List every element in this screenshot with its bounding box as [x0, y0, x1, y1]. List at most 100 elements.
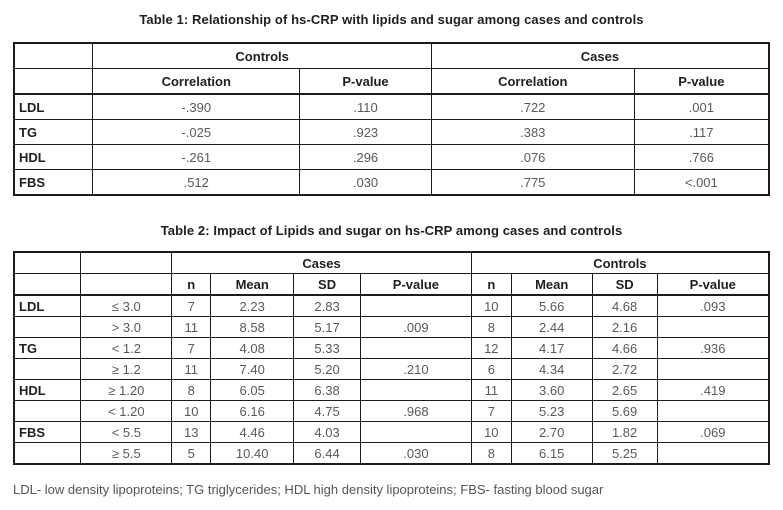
value-cell: 10: [171, 400, 212, 422]
table1-head: Controls Cases Correlation P-value Corre…: [13, 42, 770, 95]
table1-group-cases: Cases: [430, 42, 770, 69]
value-cell: .030: [360, 442, 472, 465]
value-cell: 6.05: [210, 379, 295, 401]
value-cell: 7: [171, 337, 212, 359]
value-cell: 5.66: [510, 294, 593, 317]
value-cell: 10: [470, 421, 512, 443]
table1: Controls Cases Correlation P-value Corre…: [13, 42, 770, 196]
table2-corner-cell: [80, 273, 173, 296]
value-cell: 4.17: [510, 337, 593, 359]
table1-subheader-cases-pvalue: P-value: [633, 68, 770, 95]
table-row: FBS < 5.5 13 4.46 4.03 10 2.70 1.82 .069: [13, 421, 770, 443]
value-cell: .923: [299, 119, 432, 145]
value-cell: 5.17: [293, 316, 362, 338]
value-cell: 10.40: [210, 442, 295, 465]
table2-group-controls: Controls: [470, 251, 770, 274]
value-cell: .775: [430, 169, 635, 196]
value-cell: 8: [470, 442, 512, 465]
value-cell: 2.65: [591, 379, 658, 401]
value-cell: [656, 400, 770, 422]
table2-subheader-cases-n: n: [171, 273, 212, 296]
value-cell: [360, 421, 472, 443]
value-cell: 6.15: [510, 442, 593, 465]
value-cell: .512: [92, 169, 301, 196]
value-cell: 2.23: [210, 294, 295, 317]
table1-title: Table 1: Relationship of hs-CRP with lip…: [139, 12, 644, 27]
table-row: LDL -.390 .110 .722 .001: [13, 93, 770, 120]
range-cell: ≥ 1.20: [80, 379, 173, 401]
table2-subheader-controls-pvalue: P-value: [656, 273, 770, 296]
table2-group-cases: Cases: [171, 251, 472, 274]
value-cell: .076: [430, 144, 635, 170]
value-cell: 3.60: [510, 379, 593, 401]
row-label: [13, 442, 82, 465]
value-cell: .766: [633, 144, 770, 170]
table1-corner-cell: [13, 42, 94, 69]
table2: Cases Controls n Mean SD P-value n Mean …: [13, 251, 770, 465]
table-row: HDL -.261 .296 .076 .766: [13, 144, 770, 170]
value-cell: 8: [470, 316, 512, 338]
value-cell: [656, 442, 770, 465]
value-cell: .069: [656, 421, 770, 443]
value-cell: .030: [299, 169, 432, 196]
value-cell: 2.70: [510, 421, 593, 443]
table-row: LDL ≤ 3.0 7 2.23 2.83 10 5.66 4.68 .093: [13, 294, 770, 317]
row-label: HDL: [13, 144, 94, 170]
table2-subheader-controls-sd: SD: [591, 273, 658, 296]
table2-subheader-cases-sd: SD: [293, 273, 362, 296]
value-cell: .419: [656, 379, 770, 401]
value-cell: .001: [633, 93, 770, 120]
range-cell: > 3.0: [80, 316, 173, 338]
row-label: FBS: [13, 169, 94, 196]
value-cell: 4.08: [210, 337, 295, 359]
value-cell: 2.44: [510, 316, 593, 338]
row-label: TG: [13, 119, 94, 145]
table-row: HDL ≥ 1.20 8 6.05 6.38 11 3.60 2.65 .419: [13, 379, 770, 401]
value-cell: 4.75: [293, 400, 362, 422]
row-label: [13, 358, 82, 380]
value-cell: .383: [430, 119, 635, 145]
value-cell: 7: [470, 400, 512, 422]
value-cell: 2.83: [293, 294, 362, 317]
value-cell: .968: [360, 400, 472, 422]
value-cell: 4.68: [591, 294, 658, 317]
value-cell: 6: [470, 358, 512, 380]
row-label: LDL: [13, 294, 82, 317]
range-cell: ≥ 1.2: [80, 358, 173, 380]
value-cell: 11: [171, 358, 212, 380]
value-cell: 5.23: [510, 400, 593, 422]
abbreviations-footnote: LDL- low density lipoproteins; TG trigly…: [13, 482, 604, 497]
range-cell: < 5.5: [80, 421, 173, 443]
table2-sub-header-row: n Mean SD P-value n Mean SD P-value: [13, 273, 770, 296]
row-label: LDL: [13, 93, 94, 120]
row-label: HDL: [13, 379, 82, 401]
value-cell: 4.66: [591, 337, 658, 359]
value-cell: 5.33: [293, 337, 362, 359]
value-cell: 8: [171, 379, 212, 401]
table1-subheader-controls-correlation: Correlation: [92, 68, 301, 95]
table1-group-controls: Controls: [92, 42, 432, 69]
table-row: FBS .512 .030 .775 <.001: [13, 169, 770, 196]
value-cell: 7: [171, 294, 212, 317]
value-cell: -.261: [92, 144, 301, 170]
table2-subheader-cases-mean: Mean: [210, 273, 295, 296]
value-cell: [656, 358, 770, 380]
value-cell: 4.46: [210, 421, 295, 443]
value-cell: .296: [299, 144, 432, 170]
table-row: TG < 1.2 7 4.08 5.33 12 4.17 4.66 .936: [13, 337, 770, 359]
table1-subheader-cases-correlation: Correlation: [430, 68, 635, 95]
table2-head: Cases Controls n Mean SD P-value n Mean …: [13, 251, 770, 296]
value-cell: 1.82: [591, 421, 658, 443]
value-cell: [360, 379, 472, 401]
table-row: ≥ 5.5 5 10.40 6.44 .030 8 6.15 5.25: [13, 442, 770, 465]
value-cell: 4.03: [293, 421, 362, 443]
value-cell: [360, 294, 472, 317]
value-cell: 12: [470, 337, 512, 359]
value-cell: 5.69: [591, 400, 658, 422]
row-label: [13, 400, 82, 422]
table2-subheader-controls-n: n: [470, 273, 512, 296]
value-cell: <.001: [633, 169, 770, 196]
row-label: [13, 316, 82, 338]
value-cell: 6.38: [293, 379, 362, 401]
value-cell: 6.16: [210, 400, 295, 422]
